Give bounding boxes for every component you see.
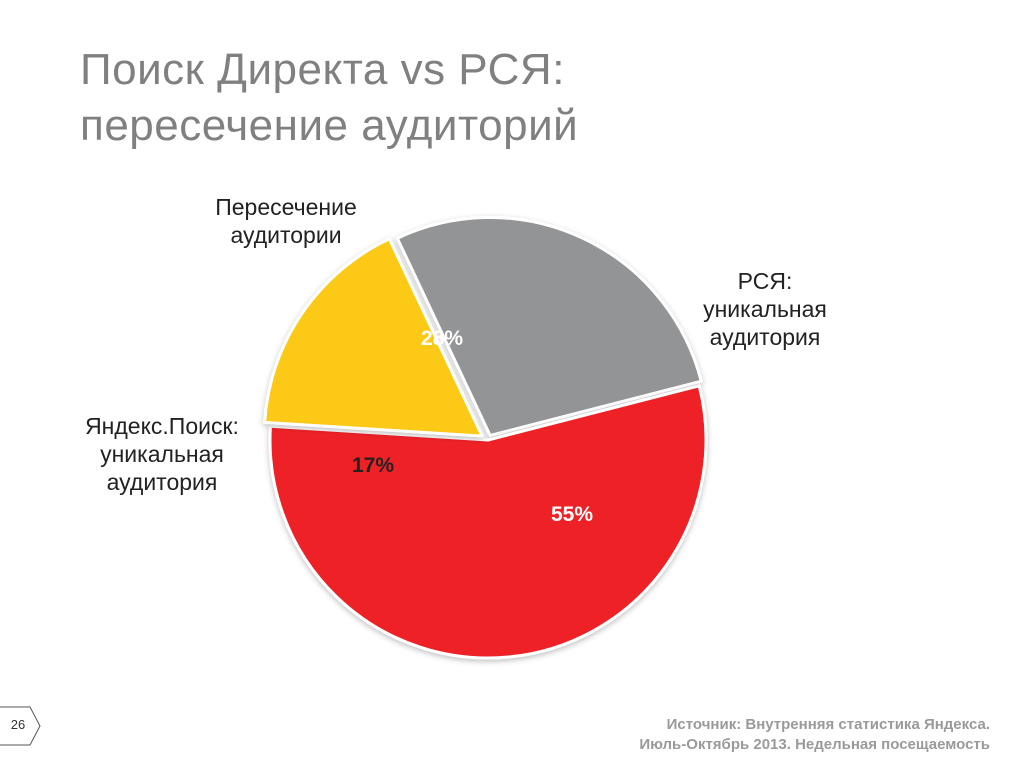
pie-slice-overlap (395, 215, 703, 437)
slide-title-line-2: пересечение аудиторий (80, 101, 579, 150)
pie-slice-rsya (268, 384, 708, 660)
slide-title: Поиск Директа vs РСЯ: пересечение аудито… (80, 42, 578, 154)
legend-label-rsya: РСЯ: уникальная аудитория (685, 267, 845, 351)
page-number: 26 (10, 717, 26, 732)
source-note-line-1: Источник: Внутренняя статистика Яндекса. (666, 716, 990, 733)
pie-label-search: 17% (352, 454, 394, 477)
legend-label-search-line-1: Яндекс.Поиск: (85, 413, 239, 439)
legend-label-overlap-line-2: аудитории (230, 222, 342, 248)
slide-title-line-1: Поиск Директа vs РСЯ: (80, 45, 565, 94)
legend-label-rsya-line-2: уникальная (703, 296, 827, 322)
legend-label-search: Яндекс.Поиск: уникальная аудитория (62, 412, 262, 496)
legend-label-rsya-line-3: аудитория (709, 324, 821, 350)
legend-label-overlap: Пересечение аудитории (196, 193, 376, 249)
page-number-marker-icon (0, 706, 41, 746)
legend-label-search-line-2: уникальная (100, 441, 224, 467)
pie-slice-search (263, 237, 484, 438)
legend-label-search-line-3: аудитория (106, 469, 218, 495)
pie-label-rsya: 55% (551, 503, 593, 526)
legend-label-rsya-line-1: РСЯ: (737, 268, 793, 294)
pie-label-overlap: 28% (421, 327, 463, 350)
source-note-line-2: Июль-Октябрь 2013. Недельная посещаемост… (639, 736, 990, 753)
source-note: Источник: Внутренняя статистика Яндекса.… (639, 715, 990, 755)
pie-slices (263, 215, 708, 660)
legend-label-overlap-line-1: Пересечение (215, 194, 357, 220)
